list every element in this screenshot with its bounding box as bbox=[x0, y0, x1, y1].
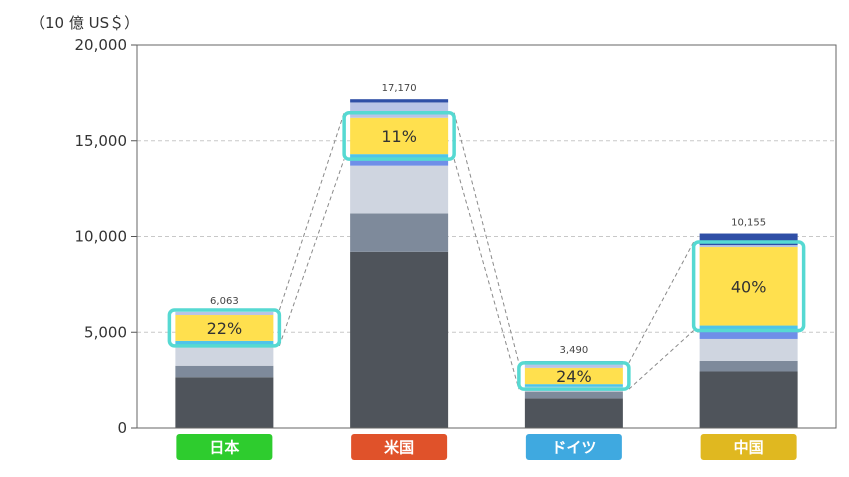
connector-line bbox=[278, 158, 345, 347]
bar-segment bbox=[524, 391, 623, 399]
bar-segment bbox=[350, 251, 449, 428]
bar-segment bbox=[175, 365, 274, 378]
connector-line bbox=[278, 112, 345, 311]
bar-total-label: 10,155 bbox=[731, 218, 766, 229]
highlight-box bbox=[691, 240, 806, 333]
y-tick-label: 5,000 bbox=[84, 323, 127, 341]
bar-segment bbox=[524, 367, 623, 385]
y-tick-label: 0 bbox=[117, 419, 127, 437]
bar-total-label: 3,490 bbox=[560, 345, 589, 356]
connector-line bbox=[628, 241, 695, 364]
bar-segment bbox=[699, 247, 798, 326]
highlight-percent-label: 22% bbox=[207, 319, 243, 338]
bar-total-label: 17,170 bbox=[382, 83, 417, 94]
bar-segment bbox=[699, 245, 798, 248]
bar-segment bbox=[524, 363, 623, 368]
bar-segment bbox=[350, 99, 449, 103]
highlight-percent-label: 24% bbox=[556, 367, 592, 386]
bar-segment bbox=[350, 165, 449, 214]
y-tick-label: 20,000 bbox=[75, 36, 128, 54]
highlight-box bbox=[342, 111, 456, 161]
category-label: ドイツ bbox=[551, 439, 596, 457]
highlight-percent-label: 40% bbox=[731, 277, 767, 296]
category-badge bbox=[700, 434, 797, 460]
bar-segment bbox=[524, 398, 623, 428]
category-badge bbox=[351, 434, 448, 460]
connector-line bbox=[453, 159, 520, 390]
category-label: 中国 bbox=[734, 439, 764, 457]
labels: 0 5,000 10,000 15,000 20,000 22% 6,063 日本 11% 17,… bbox=[75, 36, 797, 460]
bar-segment bbox=[524, 384, 623, 387]
bar-segment bbox=[699, 360, 798, 372]
category-label: 日本 bbox=[209, 439, 239, 457]
highlight-percent-label: 11% bbox=[381, 127, 417, 146]
bar-segment bbox=[699, 371, 798, 428]
bar-segment bbox=[699, 233, 798, 246]
bar-segment bbox=[175, 315, 274, 341]
bar-segment bbox=[350, 102, 449, 118]
bar-segment bbox=[175, 311, 274, 316]
category-badge bbox=[176, 434, 273, 460]
bar-segment bbox=[350, 154, 449, 160]
bar-segment bbox=[699, 325, 798, 332]
bar-segment bbox=[699, 331, 798, 339]
bar-total-label: 6,063 bbox=[210, 296, 239, 307]
plot-frame bbox=[136, 44, 837, 429]
bar-segment bbox=[350, 213, 449, 252]
y-tick-label: 15,000 bbox=[75, 132, 128, 150]
bar-segment bbox=[175, 377, 274, 428]
highlight-connectors bbox=[278, 112, 695, 390]
highlight-boxes bbox=[167, 111, 806, 391]
bar-segment bbox=[175, 340, 274, 347]
bar-segment bbox=[350, 117, 449, 155]
category-badge bbox=[525, 434, 622, 460]
highlight-box bbox=[167, 308, 282, 348]
bar-segment bbox=[175, 346, 274, 366]
connector-line bbox=[628, 330, 694, 390]
category-label: 米国 bbox=[384, 439, 414, 457]
bars bbox=[175, 99, 798, 428]
highlight-box bbox=[517, 361, 631, 391]
connector-line bbox=[453, 112, 520, 363]
bar-segment bbox=[350, 159, 449, 166]
y-axis-unit-label: （10 億 US＄） bbox=[30, 14, 140, 32]
y-tick-label: 10,000 bbox=[75, 228, 128, 246]
bar-segment bbox=[699, 338, 798, 361]
axes bbox=[131, 44, 837, 429]
